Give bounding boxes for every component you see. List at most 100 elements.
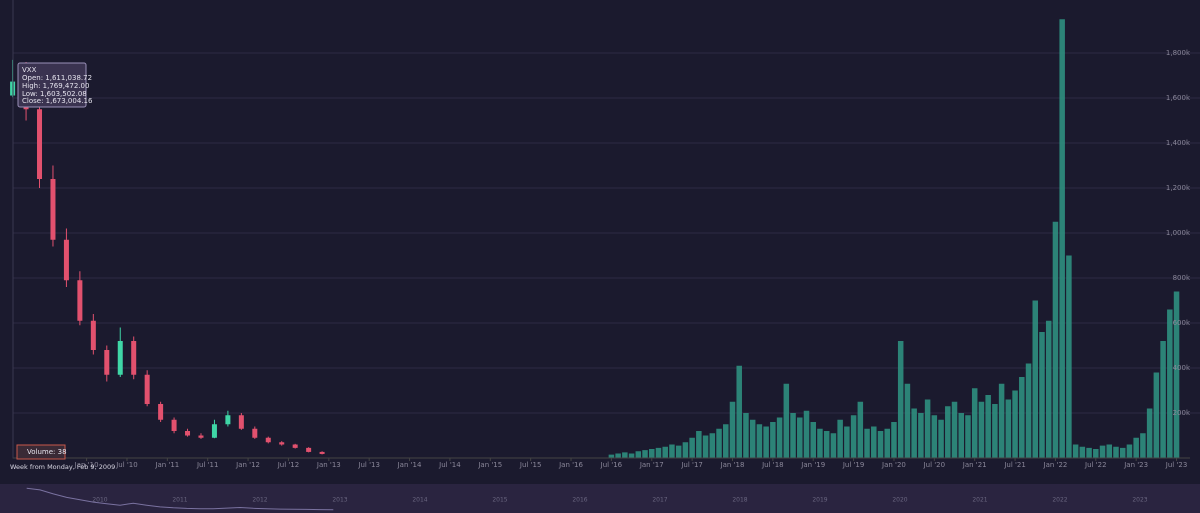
volume-bar [1079,446,1086,458]
volume-bar [615,453,621,458]
volume-bar [649,449,655,458]
x-tick-label: Jan '22 [1043,461,1068,469]
x-tick-label: Jan '18 [720,461,745,469]
candle-body [144,374,150,404]
volume-bar [998,383,1005,458]
x-tick-label: Jan '16 [558,461,583,469]
navigator-label: 2016 [572,497,587,504]
volume-bar [1025,363,1032,458]
navigator-label: 2023 [1132,497,1147,504]
candle-body [117,341,123,375]
navigator-label: 2011 [172,497,187,504]
volume-bar [1093,449,1099,458]
x-tick-label: Jul '21 [1003,461,1026,469]
x-tick-label: Jul '17 [680,461,703,469]
volume-bar [1119,447,1126,458]
tooltip: VXX Open: 1,611,038.72 High: 1,769,472.0… [17,62,93,108]
volume-bar [1173,291,1180,458]
volume-bar [622,452,628,458]
x-tick-label: Jul '11 [196,461,219,469]
candle-body [319,451,325,454]
y-tick-label: 1,800k [1166,49,1191,57]
navigator [0,484,1200,513]
navigator-label: 2022 [1052,497,1067,504]
volume-bar [992,404,998,458]
volume-bar [817,428,823,458]
x-tick-label: Jan '11 [154,461,179,469]
x-tick-label: Jul '19 [842,461,865,469]
y-tick-label: 1,000k [1166,229,1191,237]
y-tick-label: 800k [1173,274,1191,282]
volume-bar [790,413,796,458]
x-tick-label: Jan '17 [639,461,664,469]
footer: Week from Monday, Feb 9, 2009 [10,463,115,471]
volume-bar [823,431,830,458]
volume-bar [1019,377,1025,458]
volume-box [16,444,66,460]
volume-bar [1039,332,1045,458]
volume-bar [1066,255,1072,458]
navigator-label: 2015 [492,497,507,504]
volume-bar [669,444,675,458]
volume-bar [1012,390,1018,458]
y-tick-label: 1,200k [1166,184,1191,192]
volume-label: Volume: 38 [27,448,67,456]
volume-bar [951,401,958,458]
candle-body [211,424,217,438]
candle-body [131,341,137,375]
navigator-label: 2013 [332,497,347,504]
candle-body [185,431,191,436]
candle-body [171,419,177,431]
x-tick-label: Jan '12 [235,461,260,469]
volume-bar [1160,341,1166,458]
volume-bar [756,424,763,458]
volume-bar [938,419,944,458]
volume-bar [918,413,924,458]
volume-bar [709,433,716,458]
volume-bar [904,383,911,458]
volume-bar [783,383,790,458]
candle-body [90,320,96,350]
volume-bar [985,395,991,458]
navigator-label: 2012 [252,497,267,504]
x-tick-label: Jul '20 [923,461,946,469]
volume-bar [655,447,662,458]
tooltip-line: Low: 1,603,502.08 [22,90,87,98]
y-tick-label: 200k [1173,409,1191,417]
volume-bar [931,415,938,458]
tooltip-line: Open: 1,611,038.72 [22,74,92,82]
x-tick-label: Jan '15 [477,461,502,469]
volume-bar [770,422,776,458]
volume-bar [1153,372,1160,458]
volume-bar [797,417,803,458]
volume-bar [1146,408,1153,458]
volume-bar [1106,444,1113,458]
candle-body [77,280,83,321]
volume-bar [675,445,682,458]
volume-bar [971,388,978,458]
navigator-label: 2018 [732,497,747,504]
candle-body [238,415,244,429]
candle-body [50,179,56,240]
candle-body [63,239,69,281]
volume-bar [1072,444,1079,458]
volume-bar [776,417,783,458]
volume-bar [628,453,635,458]
x-tick-label: Jul '10 [115,461,138,469]
volume-bar [1140,433,1146,458]
x-tick-label: Jan '13 [316,461,341,469]
x-tick-label: Jan '23 [1123,461,1148,469]
volume-bar [716,428,722,458]
volume-bar [844,426,850,458]
volume-bar [911,408,917,458]
volume-bar [1032,300,1039,458]
volume-bar [702,435,709,458]
volume-bar [1059,19,1065,458]
volume-bar [635,451,642,458]
candle-body [225,415,231,425]
volume-bar [837,419,843,458]
volume-bar [1045,320,1052,458]
candle-body [104,350,110,375]
volume-bar [1052,221,1059,458]
